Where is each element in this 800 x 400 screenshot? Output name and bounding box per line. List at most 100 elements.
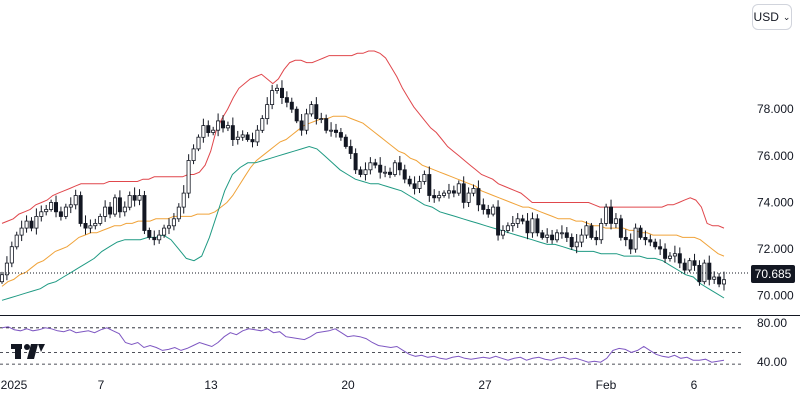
candle [505, 222, 510, 234]
candle [24, 215, 29, 233]
candle [343, 134, 348, 149]
candle [93, 218, 98, 230]
candle [279, 80, 284, 105]
candle [559, 225, 564, 239]
candle [157, 229, 162, 244]
candle [338, 127, 343, 141]
candle [39, 205, 44, 222]
candle [663, 243, 668, 263]
candle [9, 241, 14, 268]
candle [618, 214, 623, 241]
candle [466, 187, 471, 208]
candle [319, 112, 324, 124]
candle [486, 204, 491, 218]
candle [520, 214, 525, 225]
price-pane [0, 50, 727, 301]
middle-band-line [1, 115, 725, 287]
candle [609, 199, 614, 230]
candle [530, 212, 535, 238]
candle [171, 213, 176, 231]
candle [633, 223, 638, 253]
lower-band-line [1, 145, 725, 301]
upper-band-line [1, 50, 725, 229]
candle [441, 190, 446, 198]
candle [500, 225, 505, 240]
candle [142, 190, 147, 235]
candle [383, 165, 388, 178]
last-price-label: 70.685 [751, 265, 795, 283]
x-tick-label: 2025 [1, 378, 28, 392]
candle [294, 106, 299, 124]
candle [29, 217, 34, 232]
candle [98, 213, 103, 226]
candle [166, 218, 171, 235]
candle [481, 198, 486, 215]
tradingview-logo[interactable] [10, 340, 46, 364]
candle [722, 271, 727, 291]
candle [687, 257, 692, 273]
candle [623, 229, 628, 247]
candle [510, 215, 515, 232]
y-tick-label: 72.000 [757, 242, 794, 256]
candle [284, 91, 289, 108]
candle [14, 231, 19, 250]
candle [672, 245, 677, 263]
candle [220, 115, 225, 133]
candle [682, 258, 687, 274]
currency-label: USD [753, 10, 779, 24]
candle [373, 158, 378, 169]
candle [412, 176, 417, 195]
y-tick-label: 76.000 [757, 149, 794, 163]
candle [353, 148, 358, 174]
candle [54, 195, 59, 218]
candle [211, 126, 216, 136]
candle [299, 114, 304, 136]
candle [122, 201, 127, 217]
x-tick-label: 27 [478, 378, 492, 392]
candle [604, 203, 609, 227]
y-tick-label: 74.000 [757, 195, 794, 209]
x-axis: 2025 7 13 20 27 Feb 6 [1, 378, 698, 392]
candle [378, 157, 383, 179]
candle [44, 204, 49, 216]
candle [152, 230, 157, 246]
candle [589, 222, 594, 240]
candle [19, 220, 24, 242]
candle [265, 97, 270, 125]
candle [147, 227, 152, 240]
x-tick-label: 6 [691, 378, 698, 392]
candle [34, 208, 39, 235]
rsi-tick-label: 80.00 [757, 316, 787, 330]
candle [476, 180, 481, 212]
candle [63, 203, 68, 220]
candle [564, 227, 569, 242]
candle [692, 253, 697, 271]
candle [196, 134, 201, 152]
x-tick-label: 13 [204, 378, 218, 392]
candle [525, 213, 530, 240]
rsi-tick-label: 40.00 [757, 355, 787, 369]
candle [628, 233, 633, 255]
y-axis: 70.000 72.000 74.000 76.000 78.000 80.00 40.00 [757, 102, 794, 369]
candle [437, 190, 442, 202]
candle [461, 176, 466, 209]
candle [132, 187, 137, 207]
candle [707, 255, 712, 286]
candle [270, 84, 275, 110]
candle [397, 155, 402, 176]
candle [117, 190, 122, 218]
candle [289, 97, 294, 113]
candle [456, 180, 461, 196]
candle [162, 224, 167, 238]
candle [49, 199, 54, 212]
candle [103, 200, 108, 222]
candle [643, 230, 648, 246]
candle [255, 125, 260, 146]
candle [392, 160, 397, 177]
candle [225, 121, 230, 132]
candle [417, 175, 422, 194]
y-tick-label: 78.000 [757, 102, 794, 116]
candle [579, 228, 584, 248]
currency-selector[interactable]: USD ⌄ [752, 4, 792, 30]
